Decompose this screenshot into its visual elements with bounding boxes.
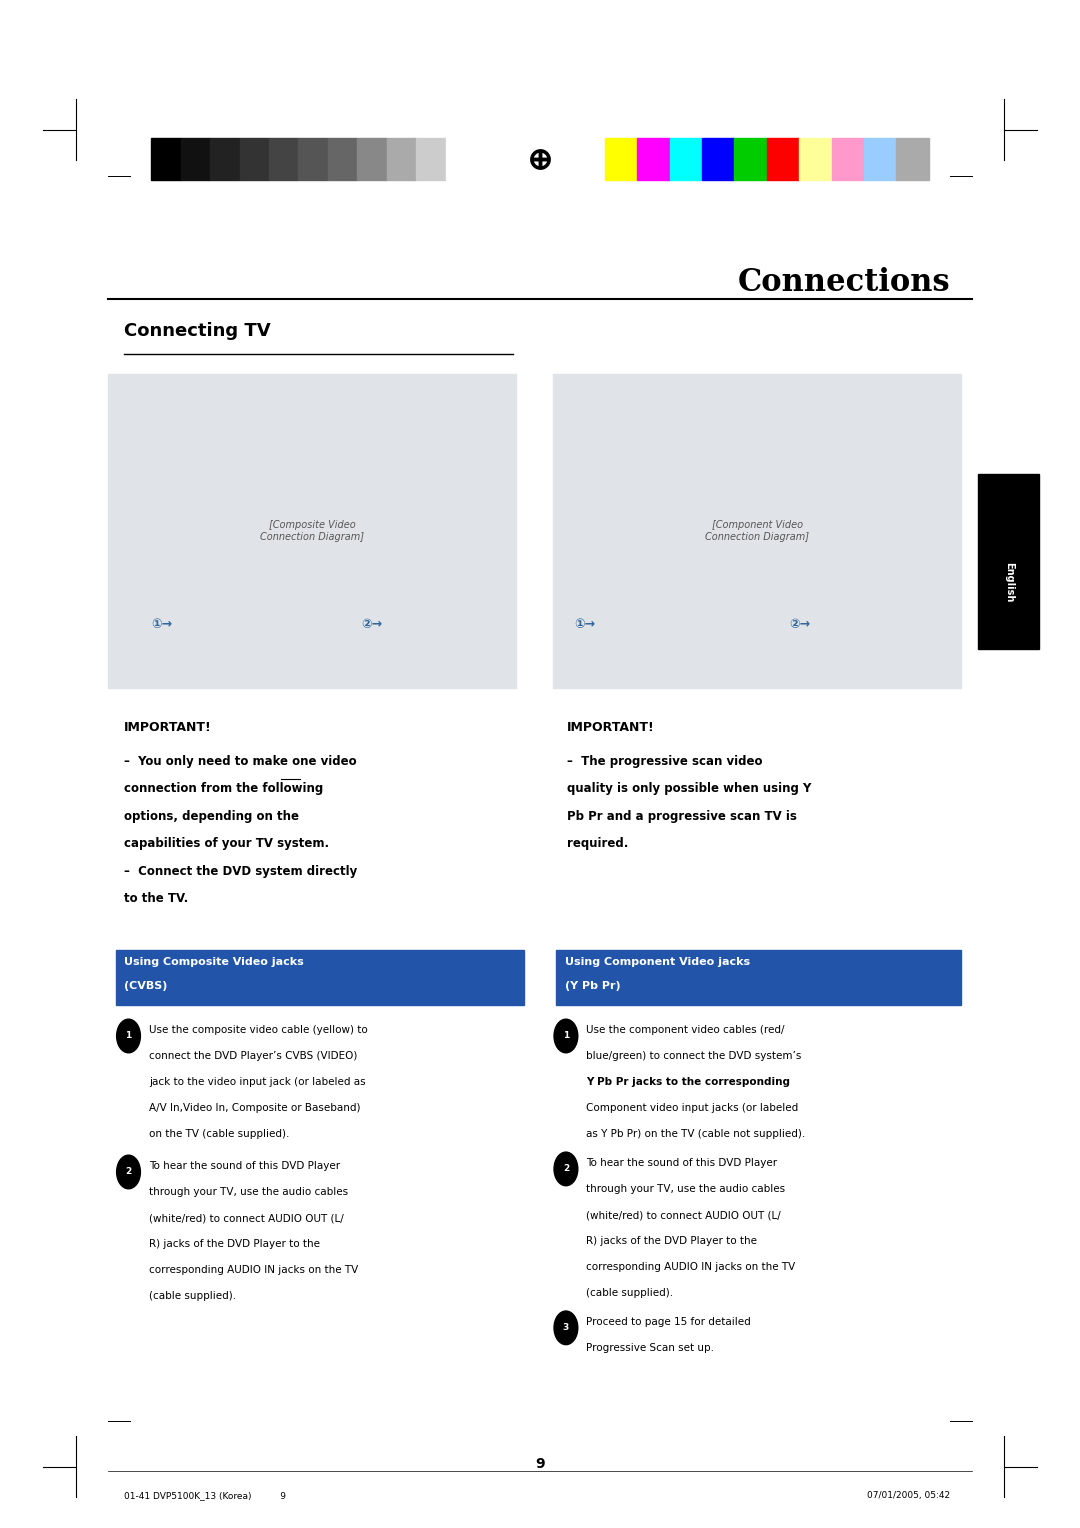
Text: [Component Video
Connection Diagram]: [Component Video Connection Diagram] xyxy=(705,520,809,542)
Text: required.: required. xyxy=(567,837,629,851)
Bar xyxy=(298,138,328,180)
Text: ②→: ②→ xyxy=(789,619,811,631)
Bar xyxy=(357,138,387,180)
Text: Connecting TV: Connecting TV xyxy=(124,322,271,341)
Text: 01-41 DVP5100K_13 (Korea)          9: 01-41 DVP5100K_13 (Korea) 9 xyxy=(124,1491,286,1500)
Bar xyxy=(637,138,670,180)
Text: quality is only possible when using Y: quality is only possible when using Y xyxy=(567,782,811,796)
Text: through your TV, use the audio cables: through your TV, use the audio cables xyxy=(586,1184,785,1195)
Text: as Y Pb Pr) on the TV (cable not supplied).: as Y Pb Pr) on the TV (cable not supplie… xyxy=(586,1129,806,1140)
Text: –  The progressive scan video: – The progressive scan video xyxy=(567,755,762,769)
Text: (cable supplied).: (cable supplied). xyxy=(149,1291,237,1302)
Bar xyxy=(605,138,637,180)
Text: To hear the sound of this DVD Player: To hear the sound of this DVD Player xyxy=(586,1158,778,1169)
Bar xyxy=(328,138,357,180)
Text: Y Pb Pr jacks to the corresponding: Y Pb Pr jacks to the corresponding xyxy=(586,1077,791,1088)
Bar xyxy=(116,950,524,1005)
Text: Use the component video cables (red/: Use the component video cables (red/ xyxy=(586,1025,785,1036)
Bar xyxy=(446,138,475,180)
Bar xyxy=(734,138,767,180)
Text: Pb Pr and a progressive scan TV is: Pb Pr and a progressive scan TV is xyxy=(567,810,797,824)
Bar xyxy=(702,138,734,180)
Bar xyxy=(896,138,929,180)
Text: on the TV (cable supplied).: on the TV (cable supplied). xyxy=(149,1129,289,1140)
Text: Progressive Scan set up.: Progressive Scan set up. xyxy=(586,1343,715,1354)
Text: IMPORTANT!: IMPORTANT! xyxy=(124,721,212,735)
Bar xyxy=(269,138,298,180)
Text: 3: 3 xyxy=(563,1323,569,1332)
Text: connect the DVD Player’s CVBS (VIDEO): connect the DVD Player’s CVBS (VIDEO) xyxy=(149,1051,357,1062)
Text: Using Composite Video jacks: Using Composite Video jacks xyxy=(124,957,303,967)
Text: options, depending on the: options, depending on the xyxy=(124,810,299,824)
Text: (white/red) to connect AUDIO OUT (L/: (white/red) to connect AUDIO OUT (L/ xyxy=(586,1210,781,1221)
Text: R) jacks of the DVD Player to the: R) jacks of the DVD Player to the xyxy=(149,1239,320,1250)
Circle shape xyxy=(554,1311,578,1345)
Circle shape xyxy=(554,1019,578,1053)
Bar xyxy=(240,138,269,180)
Text: ①→: ①→ xyxy=(151,619,173,631)
Bar xyxy=(387,138,416,180)
Text: corresponding AUDIO IN jacks on the TV: corresponding AUDIO IN jacks on the TV xyxy=(149,1265,359,1276)
Text: through your TV, use the audio cables: through your TV, use the audio cables xyxy=(149,1187,348,1198)
Text: Using Component Video jacks: Using Component Video jacks xyxy=(565,957,750,967)
Bar xyxy=(832,138,864,180)
Circle shape xyxy=(117,1019,140,1053)
Text: [Composite Video
Connection Diagram]: [Composite Video Connection Diagram] xyxy=(260,520,364,542)
Bar xyxy=(864,138,896,180)
Text: A/V In,Video In, Composite or Baseband): A/V In,Video In, Composite or Baseband) xyxy=(149,1103,361,1114)
Bar xyxy=(553,374,961,688)
Text: ①→: ①→ xyxy=(575,619,596,631)
Bar xyxy=(151,138,180,180)
Text: 1: 1 xyxy=(125,1031,132,1041)
Text: corresponding AUDIO IN jacks on the TV: corresponding AUDIO IN jacks on the TV xyxy=(586,1262,796,1273)
Text: (Y Pb Pr): (Y Pb Pr) xyxy=(565,981,621,992)
Text: ②→: ②→ xyxy=(361,619,382,631)
Text: –  You only need to make one video: – You only need to make one video xyxy=(124,755,356,769)
Text: 9: 9 xyxy=(536,1456,544,1471)
Text: Connections: Connections xyxy=(738,267,950,298)
Text: R) jacks of the DVD Player to the: R) jacks of the DVD Player to the xyxy=(586,1236,757,1247)
Text: 1: 1 xyxy=(563,1031,569,1041)
Text: (cable supplied).: (cable supplied). xyxy=(586,1288,674,1299)
Text: Use the composite video cable (yellow) to: Use the composite video cable (yellow) t… xyxy=(149,1025,368,1036)
Circle shape xyxy=(117,1155,140,1189)
Text: connection from the following: connection from the following xyxy=(124,782,323,796)
Text: jack to the video input jack (or labeled as: jack to the video input jack (or labeled… xyxy=(149,1077,366,1088)
Text: blue/green) to connect the DVD system’s: blue/green) to connect the DVD system’s xyxy=(586,1051,801,1062)
Text: English: English xyxy=(1003,562,1014,602)
Circle shape xyxy=(554,1152,578,1186)
Text: Component video input jacks (or labeled: Component video input jacks (or labeled xyxy=(586,1103,799,1114)
Text: to the TV.: to the TV. xyxy=(124,892,188,906)
Bar xyxy=(211,138,240,180)
Bar xyxy=(108,374,516,688)
Text: 2: 2 xyxy=(563,1164,569,1174)
Bar xyxy=(670,138,702,180)
Bar xyxy=(978,474,1039,649)
Bar xyxy=(799,138,832,180)
Text: (CVBS): (CVBS) xyxy=(124,981,167,992)
Text: 07/01/2005, 05:42: 07/01/2005, 05:42 xyxy=(867,1491,950,1500)
Text: –  Connect the DVD system directly: – Connect the DVD system directly xyxy=(124,865,357,879)
Bar xyxy=(416,138,446,180)
Bar xyxy=(556,950,961,1005)
Bar xyxy=(767,138,799,180)
Text: capabilities of your TV system.: capabilities of your TV system. xyxy=(124,837,329,851)
Text: Proceed to page 15 for detailed: Proceed to page 15 for detailed xyxy=(586,1317,752,1328)
Bar xyxy=(180,138,211,180)
Text: IMPORTANT!: IMPORTANT! xyxy=(567,721,654,735)
Text: (white/red) to connect AUDIO OUT (L/: (white/red) to connect AUDIO OUT (L/ xyxy=(149,1213,343,1224)
Text: 2: 2 xyxy=(125,1167,132,1177)
Text: To hear the sound of this DVD Player: To hear the sound of this DVD Player xyxy=(149,1161,340,1172)
